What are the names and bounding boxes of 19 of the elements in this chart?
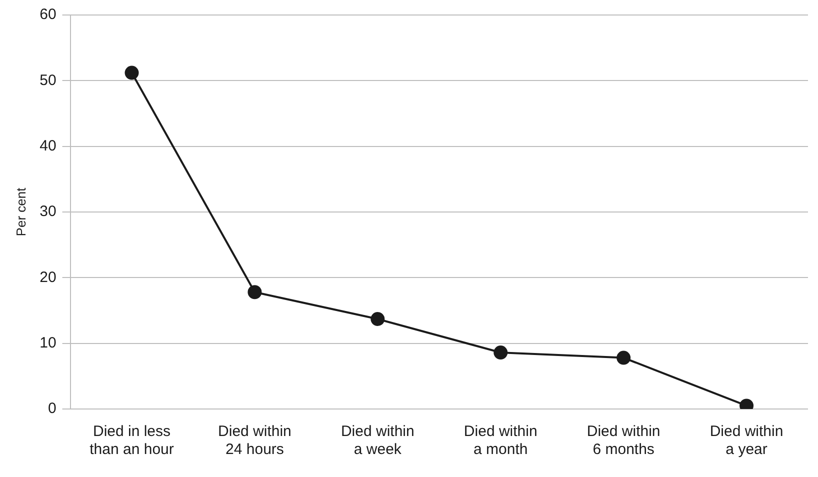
- x-tick-label: Died in less than an hour: [90, 423, 174, 458]
- point: [248, 285, 262, 300]
- y-tick-label: 50: [40, 72, 56, 89]
- y-tick-label: 0: [48, 400, 56, 418]
- x-tick-label: Died within a year: [710, 423, 784, 458]
- y-tick-label: 40: [40, 137, 56, 154]
- y-tick-label: 60: [40, 6, 56, 24]
- point: [370, 312, 385, 326]
- y-tick-label: 10: [40, 334, 56, 352]
- y-tick-label: 20: [40, 268, 56, 286]
- point: [494, 346, 508, 360]
- y-tick-label: 30: [40, 203, 56, 220]
- x-tick-label: Died within 6 months: [586, 423, 660, 458]
- y-axis-title: Per cent: [13, 187, 28, 236]
- point: [616, 350, 631, 365]
- point: [124, 66, 139, 80]
- x-tick-label: Died within a week: [340, 423, 414, 458]
- x-tick-label: Died within a month: [464, 423, 538, 458]
- x-tick-label: Died within 24 hours: [218, 423, 292, 458]
